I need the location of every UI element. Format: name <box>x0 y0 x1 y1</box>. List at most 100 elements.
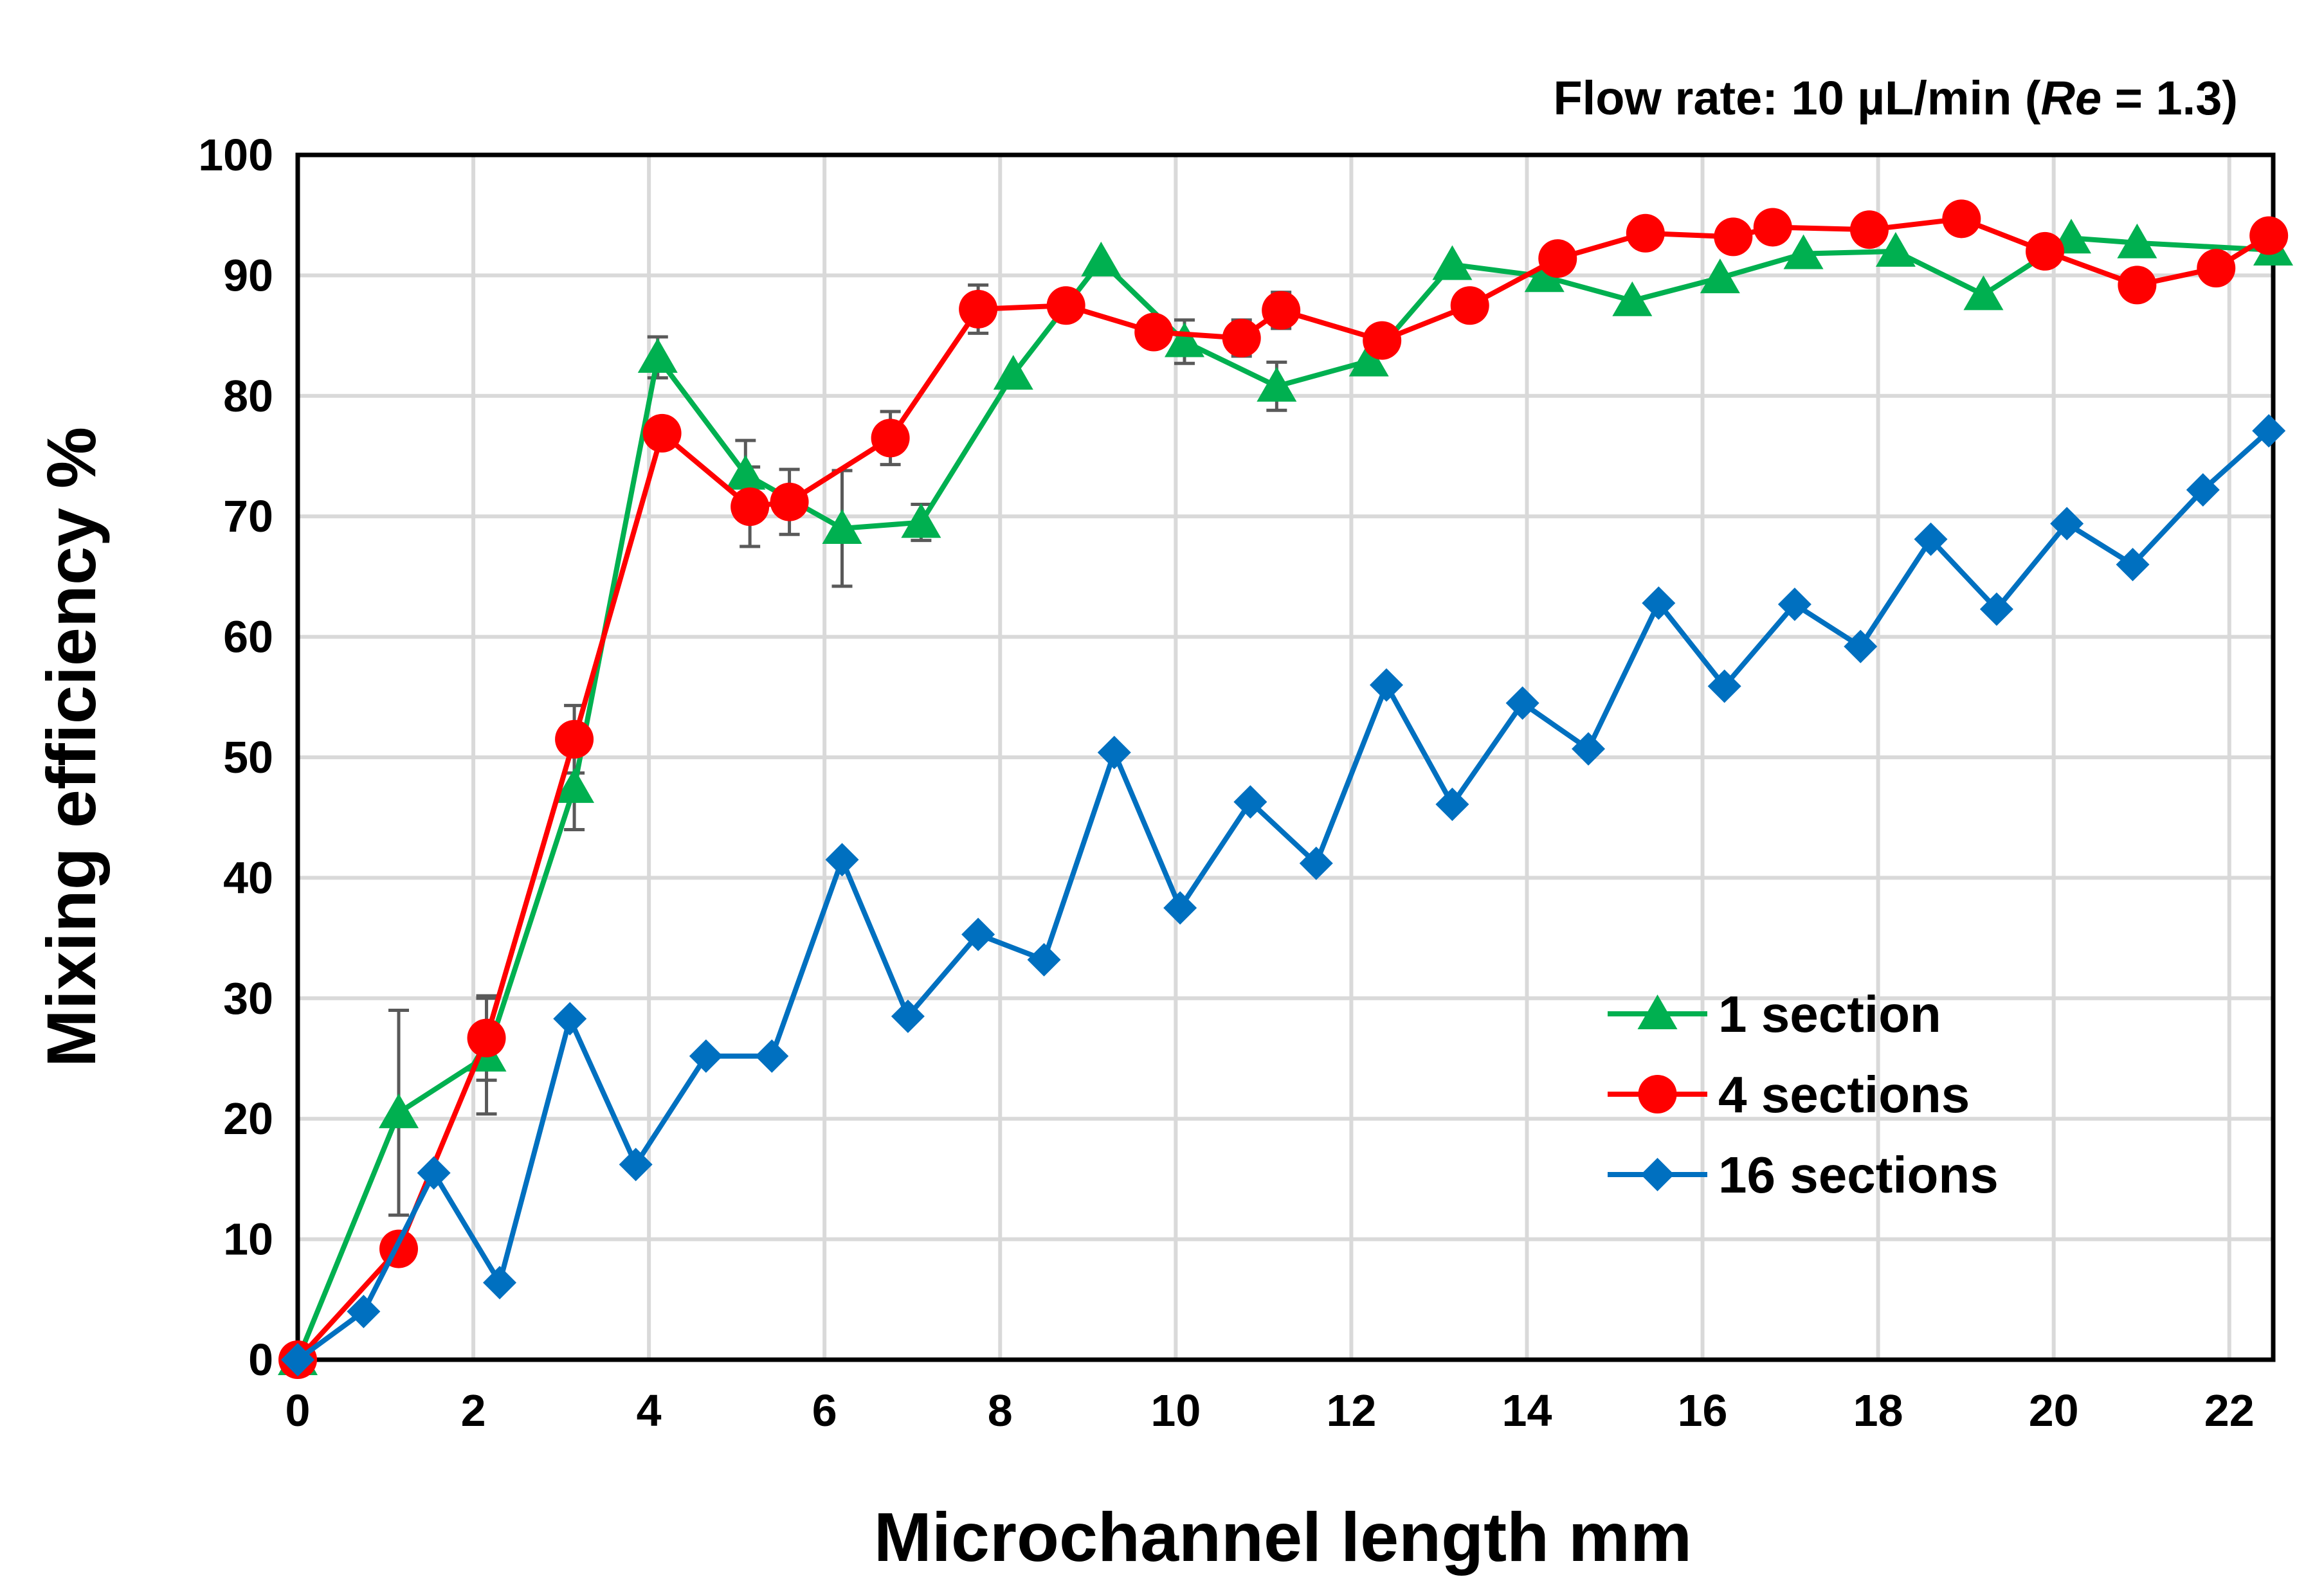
data-point <box>1753 208 1792 247</box>
data-point <box>871 419 910 458</box>
data-point <box>379 1229 419 1268</box>
data-point <box>1435 788 1469 822</box>
data-point <box>2252 414 2286 448</box>
data-point <box>281 1343 314 1376</box>
y-tick-label: 40 <box>223 852 273 903</box>
data-point <box>1257 366 1297 402</box>
y-tick-label: 90 <box>223 250 273 300</box>
data-point <box>2118 266 2157 305</box>
legend-item-1-section: 1 section <box>1608 986 1941 1043</box>
legend-marker <box>1640 1158 1675 1191</box>
legend: 1 section 4 sections 16 sections <box>1608 986 1999 1203</box>
data-point <box>1299 846 1333 880</box>
x-tick-label: 12 <box>1326 1385 1376 1436</box>
data-point <box>1505 686 1539 720</box>
x-tick-label: 20 <box>2029 1385 2079 1436</box>
legend-marker <box>1638 1075 1677 1113</box>
x-tick-label: 14 <box>1502 1385 1552 1436</box>
y-axis-title: Mixing efficiency % <box>32 427 110 1067</box>
data-point <box>2197 249 2236 288</box>
series-4-sections <box>278 199 2289 1379</box>
series-layer <box>278 199 2293 1379</box>
x-tick-label: 8 <box>988 1385 1013 1436</box>
x-tick-label: 10 <box>1150 1385 1201 1436</box>
data-point <box>553 1002 587 1036</box>
axis-ticks: 0 2 4 6 8 10 12 14 16 18 20 22 0 10 20 30 40 50 60 70 80 90 10… <box>198 130 2254 1436</box>
data-point <box>1783 234 1824 269</box>
data-point <box>901 503 941 538</box>
data-point <box>2117 223 2157 258</box>
data-point <box>1432 245 1473 280</box>
x-tick-label: 0 <box>286 1385 311 1436</box>
data-point <box>1642 586 1676 620</box>
legend-marker <box>1637 995 1678 1029</box>
y-tick-label: 20 <box>223 1094 273 1144</box>
legend-label: 1 section <box>1718 986 1941 1043</box>
y-tick-label: 10 <box>223 1214 273 1265</box>
legend-label: 4 sections <box>1718 1066 1970 1123</box>
x-tick-label: 22 <box>2204 1385 2255 1436</box>
legend-item-4-sections: 4 sections <box>1608 1066 1970 1123</box>
data-point <box>619 1148 653 1182</box>
data-point <box>1450 286 1489 325</box>
data-point <box>1097 735 1131 770</box>
legend-label: 16 sections <box>1718 1146 1999 1203</box>
data-point <box>2026 231 2065 271</box>
data-point <box>1081 241 1121 276</box>
data-point <box>993 355 1033 390</box>
data-point <box>891 999 925 1033</box>
data-point <box>770 482 809 521</box>
data-point <box>755 1039 789 1073</box>
data-point <box>1612 281 1653 316</box>
data-point <box>1942 199 1981 239</box>
data-point <box>1914 522 1948 556</box>
data-point <box>1163 891 1197 925</box>
flow-rate-annotation: Flow rate: 10 µL/min (Re = 1.3) <box>1553 71 2238 125</box>
data-point <box>1963 275 2004 311</box>
data-point <box>961 917 995 951</box>
data-point <box>483 1266 517 1300</box>
data-point <box>1164 322 1204 357</box>
data-point <box>822 509 862 544</box>
data-point <box>689 1039 723 1073</box>
x-tick-label: 18 <box>1853 1385 1903 1436</box>
data-point <box>1875 231 1916 267</box>
legend-item-16-sections: 16 sections <box>1608 1146 1999 1203</box>
data-point <box>1363 321 1402 360</box>
data-point <box>1027 942 1061 977</box>
data-point <box>467 1018 506 1058</box>
data-point <box>2116 548 2150 582</box>
data-point <box>555 719 594 759</box>
data-point <box>1707 669 1741 703</box>
data-point <box>959 289 998 329</box>
data-point <box>1348 341 1389 377</box>
x-axis-title: Microchannel length mm <box>874 1498 1692 1576</box>
data-point <box>1233 785 1267 819</box>
data-point <box>554 768 595 803</box>
data-point <box>1572 732 1606 766</box>
data-point <box>347 1295 381 1329</box>
data-point <box>1844 629 1878 663</box>
data-point <box>1046 286 1085 325</box>
data-point <box>2249 216 2289 255</box>
data-point <box>1700 258 1740 294</box>
data-point <box>1134 312 1174 352</box>
data-point <box>1524 257 1565 293</box>
data-point <box>1222 318 1261 357</box>
data-point <box>2186 473 2220 507</box>
y-tick-label: 30 <box>223 973 273 1023</box>
data-point <box>725 455 766 490</box>
data-point <box>637 338 678 373</box>
data-point <box>1714 217 1753 257</box>
y-tick-label: 100 <box>198 130 273 180</box>
y-tick-label: 70 <box>223 491 273 541</box>
data-point <box>642 413 682 453</box>
x-tick-label: 2 <box>461 1385 486 1436</box>
x-tick-label: 16 <box>1678 1385 1728 1436</box>
data-point <box>379 1093 419 1128</box>
series-line-16-sections <box>296 429 2271 1362</box>
data-point <box>417 1156 451 1190</box>
data-point <box>731 487 770 527</box>
